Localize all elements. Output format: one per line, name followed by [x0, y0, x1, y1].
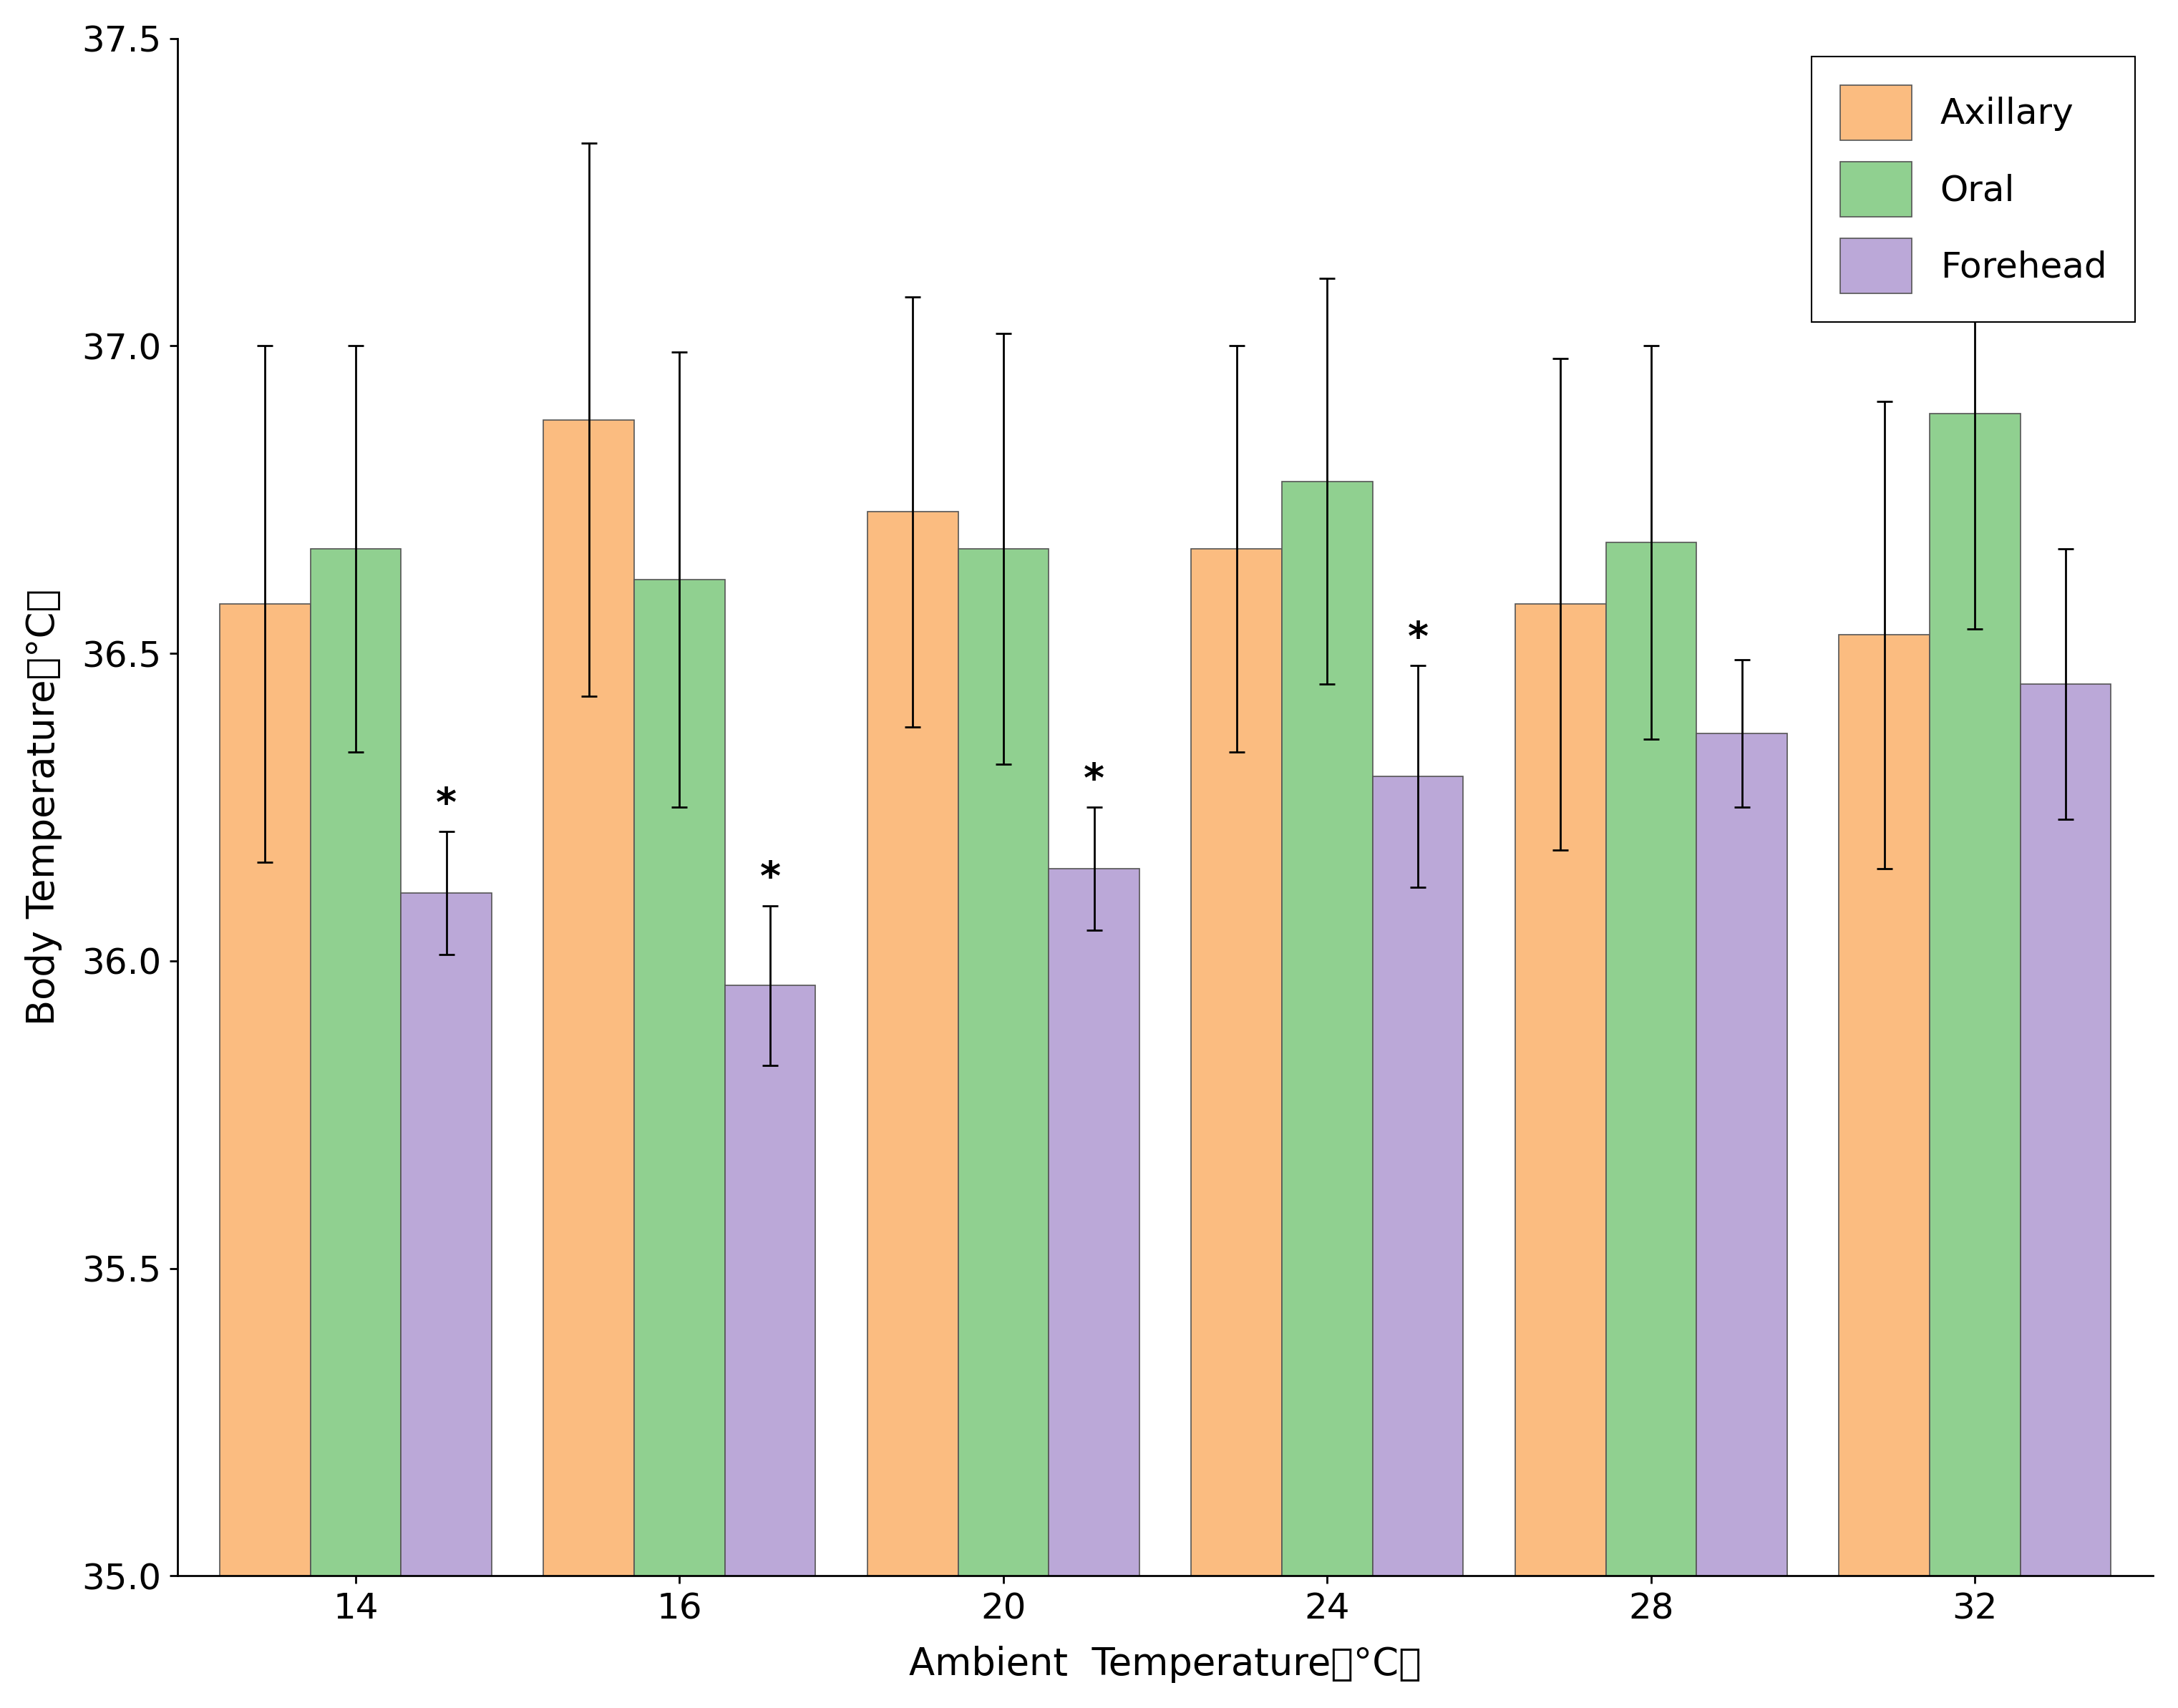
Bar — [958, 548, 1050, 1708]
Bar — [544, 420, 634, 1708]
Bar — [634, 579, 725, 1708]
Bar — [1605, 543, 1697, 1708]
Legend: Axillary, Oral, Forehead: Axillary, Oral, Forehead — [1812, 56, 2134, 323]
Bar — [1838, 635, 1930, 1708]
Bar — [1516, 605, 1605, 1708]
Text: *: * — [1085, 762, 1104, 799]
Text: *: * — [436, 786, 457, 825]
Bar — [1050, 869, 1139, 1708]
Y-axis label: Body Temperature（°C）: Body Temperature（°C） — [24, 589, 61, 1025]
Bar — [1283, 482, 1372, 1708]
Bar — [725, 986, 815, 1708]
Bar — [309, 548, 401, 1708]
Bar — [401, 893, 492, 1708]
Bar — [867, 512, 958, 1708]
Text: *: * — [1407, 620, 1429, 658]
Bar — [1697, 733, 1788, 1708]
X-axis label: Ambient  Temperature（°C）: Ambient Temperature（°C） — [908, 1647, 1422, 1682]
Text: *: * — [760, 859, 780, 898]
Bar — [1930, 413, 2021, 1708]
Bar — [1372, 777, 1464, 1708]
Bar — [1191, 548, 1283, 1708]
Bar — [220, 605, 309, 1708]
Bar — [2021, 685, 2110, 1708]
